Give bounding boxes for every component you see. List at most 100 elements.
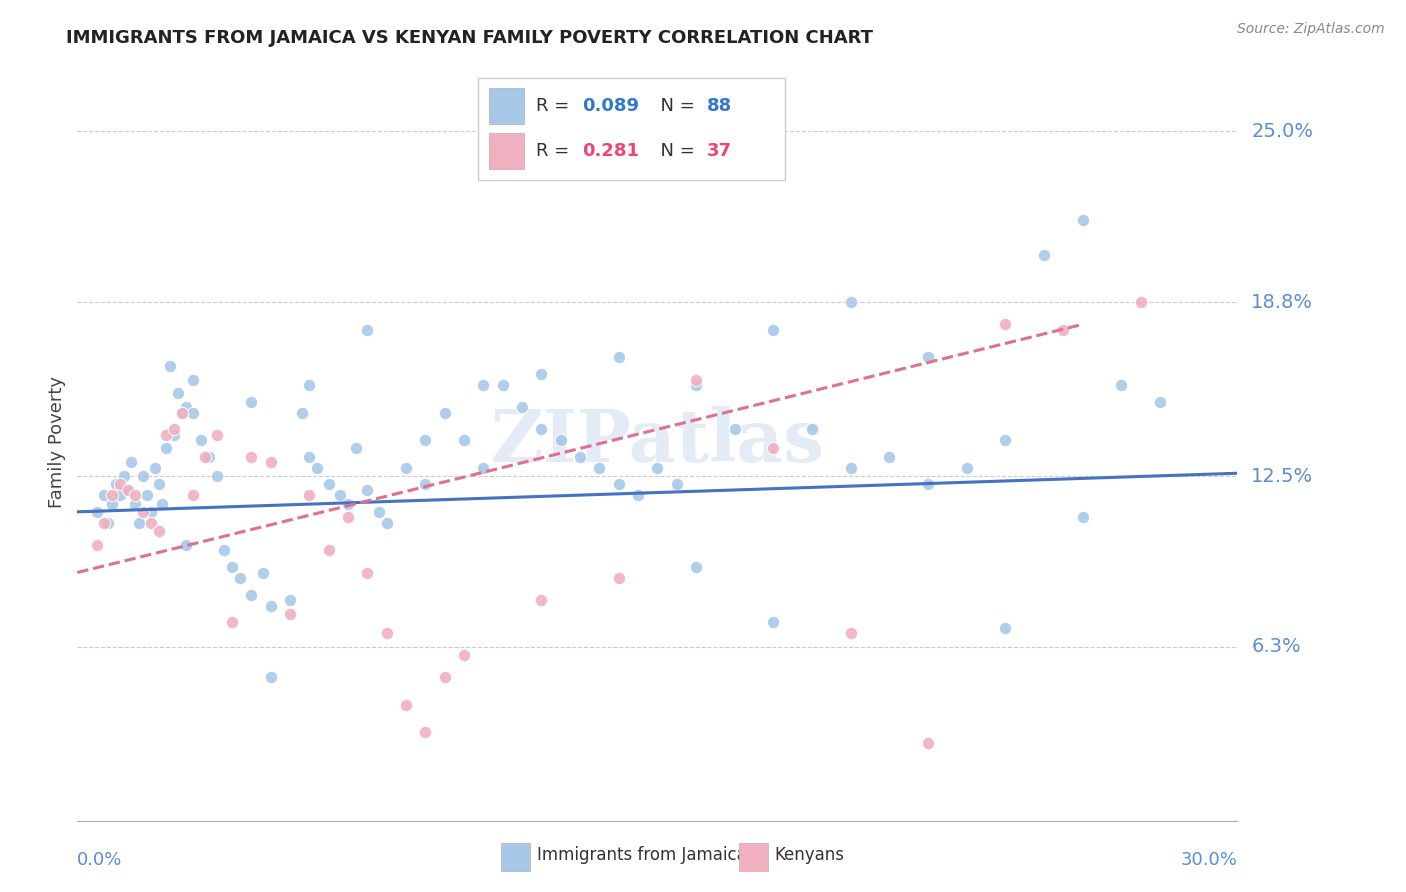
Point bbox=[839, 460, 862, 475]
Point bbox=[1071, 510, 1094, 524]
Point bbox=[148, 477, 170, 491]
Point bbox=[132, 505, 155, 519]
Point bbox=[994, 433, 1017, 447]
Point bbox=[356, 566, 378, 580]
Point bbox=[228, 571, 252, 585]
Point bbox=[148, 524, 170, 538]
Point bbox=[190, 433, 212, 447]
Point bbox=[472, 460, 495, 475]
Point bbox=[155, 427, 177, 442]
Point bbox=[375, 626, 398, 640]
Text: R =: R = bbox=[536, 97, 575, 115]
Point bbox=[205, 469, 228, 483]
Point bbox=[607, 571, 630, 585]
Point bbox=[183, 488, 205, 502]
Point bbox=[344, 442, 367, 456]
Point bbox=[685, 378, 707, 392]
Text: 12.5%: 12.5% bbox=[1251, 467, 1313, 485]
Point bbox=[917, 736, 939, 750]
Bar bbox=[489, 133, 524, 169]
Point bbox=[152, 497, 174, 511]
Text: 0.0%: 0.0% bbox=[77, 851, 122, 869]
Point bbox=[117, 483, 139, 497]
Text: 18.8%: 18.8% bbox=[1251, 293, 1313, 312]
Point bbox=[917, 477, 939, 491]
Point bbox=[298, 488, 321, 502]
Point bbox=[356, 323, 378, 337]
Point bbox=[433, 406, 456, 420]
Point bbox=[291, 406, 314, 420]
Text: 88: 88 bbox=[707, 97, 733, 115]
Point bbox=[260, 455, 283, 469]
Point bbox=[530, 367, 553, 381]
Point bbox=[307, 460, 329, 475]
Point bbox=[413, 477, 436, 491]
Point bbox=[112, 469, 135, 483]
Point bbox=[124, 488, 146, 502]
Point bbox=[588, 460, 610, 475]
Point bbox=[375, 516, 398, 530]
Point bbox=[240, 588, 263, 602]
Point bbox=[159, 359, 181, 373]
Point bbox=[174, 538, 197, 552]
Point bbox=[101, 488, 124, 502]
Point bbox=[124, 497, 146, 511]
Point bbox=[278, 593, 301, 607]
Point bbox=[93, 488, 115, 502]
Text: Immigrants from Jamaica: Immigrants from Jamaica bbox=[537, 846, 747, 863]
Point bbox=[801, 422, 824, 436]
Bar bbox=[738, 843, 768, 871]
Point bbox=[163, 427, 186, 442]
Point bbox=[298, 450, 321, 464]
Text: Kenyans: Kenyans bbox=[775, 846, 845, 863]
Point bbox=[117, 483, 139, 497]
Point bbox=[318, 543, 340, 558]
Point bbox=[86, 538, 108, 552]
Point bbox=[155, 442, 177, 456]
Y-axis label: Family Poverty: Family Poverty bbox=[48, 376, 66, 508]
Point bbox=[492, 378, 515, 392]
Point bbox=[1129, 295, 1152, 310]
Text: N =: N = bbox=[650, 97, 700, 115]
Point bbox=[205, 427, 228, 442]
Point bbox=[260, 670, 283, 684]
Point bbox=[86, 505, 108, 519]
Point bbox=[93, 516, 115, 530]
Point bbox=[260, 599, 283, 613]
Point bbox=[143, 460, 166, 475]
Point bbox=[170, 406, 193, 420]
Point bbox=[183, 406, 205, 420]
Point bbox=[132, 469, 155, 483]
Point bbox=[762, 615, 785, 629]
Point bbox=[472, 378, 495, 392]
Point bbox=[762, 442, 785, 456]
Point bbox=[994, 621, 1017, 635]
Point bbox=[917, 351, 939, 365]
Point bbox=[337, 497, 360, 511]
Point bbox=[569, 450, 592, 464]
Point bbox=[530, 422, 553, 436]
Point bbox=[877, 450, 901, 464]
Point bbox=[665, 477, 688, 491]
Point bbox=[197, 450, 219, 464]
Point bbox=[1052, 323, 1074, 337]
Point bbox=[453, 648, 475, 663]
Text: IMMIGRANTS FROM JAMAICA VS KENYAN FAMILY POVERTY CORRELATION CHART: IMMIGRANTS FROM JAMAICA VS KENYAN FAMILY… bbox=[66, 29, 873, 47]
Point bbox=[839, 626, 862, 640]
Point bbox=[1149, 394, 1171, 409]
Point bbox=[136, 488, 159, 502]
Point bbox=[166, 386, 188, 401]
Point bbox=[329, 488, 352, 502]
Point bbox=[194, 450, 217, 464]
Text: 30.0%: 30.0% bbox=[1181, 851, 1237, 869]
Point bbox=[368, 505, 391, 519]
Text: 0.281: 0.281 bbox=[582, 143, 638, 161]
Point bbox=[607, 477, 630, 491]
Point bbox=[318, 477, 340, 491]
Point bbox=[530, 593, 553, 607]
Bar bbox=[489, 88, 524, 125]
Point bbox=[1033, 248, 1056, 262]
Point bbox=[395, 460, 418, 475]
Point bbox=[607, 351, 630, 365]
Point bbox=[101, 497, 124, 511]
